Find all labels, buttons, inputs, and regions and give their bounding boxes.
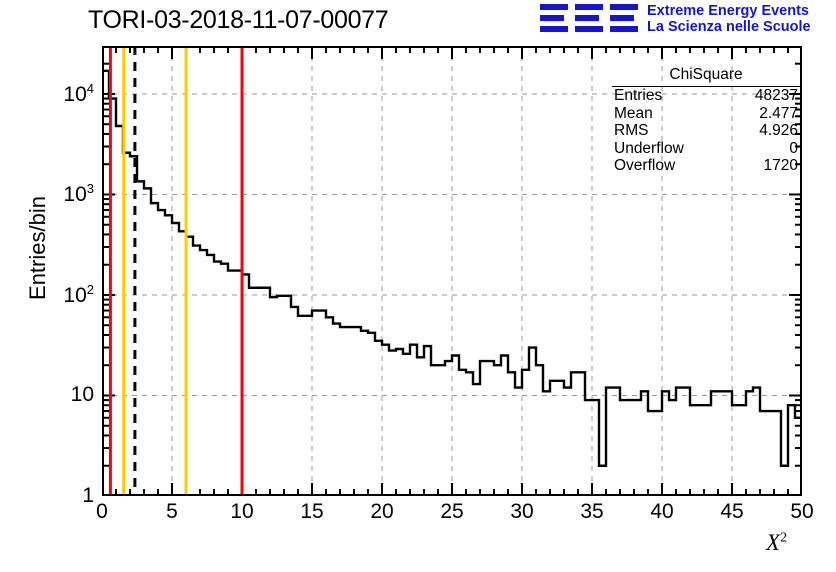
y-tick-label: 10: [70, 383, 94, 407]
stats-header: ChiSquare: [612, 66, 800, 87]
x-tick-label: 20: [370, 500, 394, 523]
x-tick-label: 5: [166, 500, 178, 523]
stats-row-label: Mean: [614, 104, 653, 122]
page-title: TORI-03-2018-11-07-00077: [88, 6, 389, 34]
stats-row: Entries 48237: [612, 87, 800, 105]
stats-row-value: 0: [789, 139, 798, 157]
stats-row-value: 48237: [754, 87, 798, 104]
stats-row-value: 4.926: [759, 122, 798, 139]
y-axis-title: Entries/bin: [25, 196, 50, 300]
stats-row-value: 2.477: [759, 104, 798, 122]
stats-row-label: Entries: [614, 87, 663, 104]
histogram-steps: [102, 69, 802, 496]
plot-frame: [102, 46, 802, 496]
logo-line-1: Extreme Energy Events: [647, 3, 809, 19]
stats-row: Underflow 0: [612, 140, 800, 158]
eee-logo: Extreme Energy Events La Scienza nelle S…: [540, 2, 811, 36]
x-tick-label: 35: [580, 500, 604, 523]
x-tick-label: 40: [650, 500, 674, 523]
x-tick-label: 45: [720, 500, 744, 523]
stats-row: Mean 2.477: [612, 105, 800, 123]
y-tick-label: 102: [63, 281, 94, 307]
x-axis-title: X2: [766, 530, 787, 556]
marker-lines: [108, 46, 244, 496]
y-tick-label: 1: [82, 484, 94, 507]
x-tick-label: 25: [440, 500, 464, 523]
x-tick-label: 50: [790, 500, 814, 523]
x-tick-label: 0: [96, 500, 108, 523]
y-tick-label: 104: [63, 80, 94, 106]
stats-row: RMS 4.926: [612, 122, 800, 140]
x-tick-label: 15: [300, 500, 324, 523]
stats-box: ChiSquare Entries 48237 Mean 2.477 RMS 4.926 U…: [612, 66, 800, 175]
stats-row-value: 1720: [763, 157, 798, 174]
stats-row: Overflow 1720: [612, 157, 800, 175]
x-tick-label: 10: [230, 500, 254, 523]
stats-rows: Entries 48237 Mean 2.477 RMS 4.926 Underflow 0 O…: [612, 87, 800, 175]
histogram-plot: [102, 46, 802, 496]
y-tick-label: 103: [63, 181, 94, 207]
stats-row-label: Overflow: [614, 157, 676, 174]
logo-line-2: La Scienza nelle Scuole: [647, 19, 811, 35]
x-axis-title-sup: 2: [780, 530, 788, 546]
x-axis-title-text: X: [766, 530, 781, 555]
stats-row-label: RMS: [614, 122, 649, 139]
stats-row-label: Underflow: [614, 139, 684, 157]
eee-mark-icon: [540, 2, 640, 36]
x-tick-label: 30: [510, 500, 534, 523]
